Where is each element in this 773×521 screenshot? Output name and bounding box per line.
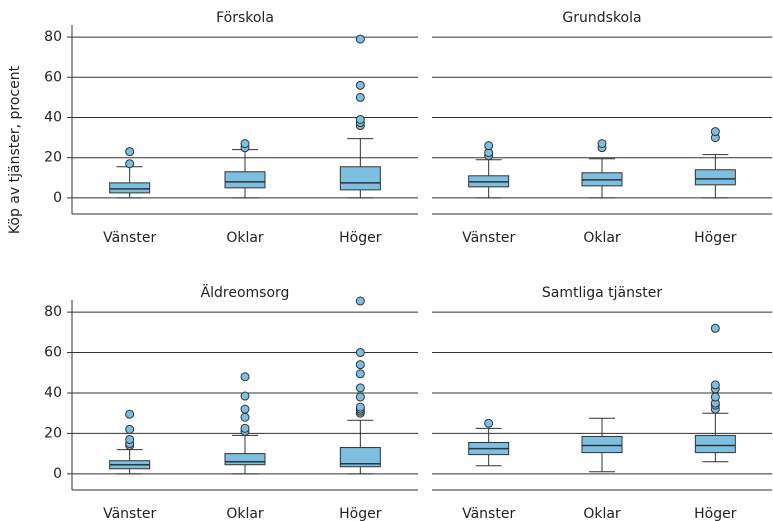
y-tick-label: 60 <box>44 345 62 361</box>
x-tick-label: Höger <box>694 506 737 521</box>
outlier <box>355 392 365 402</box>
outlier <box>240 404 250 414</box>
outlier <box>710 392 720 402</box>
outlier <box>355 80 365 90</box>
panel-title: Äldreomsorg <box>201 283 290 301</box>
outlier <box>710 323 720 333</box>
box <box>581 435 623 454</box>
outlier <box>710 380 720 390</box>
y-tick-label: 40 <box>44 385 62 401</box>
outlier <box>125 434 135 444</box>
y-tick-label: 80 <box>44 29 62 45</box>
y-tick-label: 60 <box>44 69 62 85</box>
outlier <box>125 424 135 434</box>
outlier <box>355 296 365 306</box>
outlier <box>240 391 250 401</box>
outlier <box>125 409 135 419</box>
box <box>694 434 736 454</box>
x-tick-label: Oklar <box>226 230 264 246</box>
x-tick-label: Vänster <box>103 230 156 246</box>
outlier <box>240 372 250 382</box>
outlier <box>355 348 365 358</box>
outlier <box>125 159 135 169</box>
outlier <box>355 369 365 379</box>
box <box>224 453 266 466</box>
panel-title: Förskola <box>216 10 274 26</box>
outlier <box>240 412 250 422</box>
x-tick-label: Oklar <box>583 506 621 521</box>
outlier <box>484 418 494 428</box>
y-axis-title: Köp av tjänster, procent <box>7 65 23 234</box>
outlier <box>355 360 365 370</box>
outlier <box>125 147 135 157</box>
x-tick-label: Höger <box>694 230 737 246</box>
x-tick-label: Höger <box>339 230 382 246</box>
outlier <box>355 115 365 124</box>
panel-title: Grundskola <box>562 10 641 26</box>
x-tick-label: Höger <box>339 506 382 521</box>
x-tick-label: Vänster <box>462 230 515 246</box>
box <box>339 447 381 468</box>
y-tick-label: 0 <box>53 466 62 482</box>
x-tick-label: Vänster <box>462 506 515 521</box>
y-tick-label: 40 <box>44 109 62 125</box>
y-tick-label: 0 <box>53 190 62 206</box>
outlier <box>240 139 250 149</box>
outlier <box>355 92 365 102</box>
box <box>224 171 266 189</box>
outlier <box>355 34 365 44</box>
x-tick-label: Vänster <box>103 506 156 521</box>
outlier <box>355 383 365 393</box>
box <box>109 182 151 194</box>
box <box>339 166 381 191</box>
outlier <box>597 139 607 149</box>
x-tick-label: Oklar <box>226 506 264 521</box>
outlier <box>240 423 250 433</box>
box <box>694 169 736 186</box>
panel-title: Samtliga tjänster <box>542 285 663 301</box>
outlier <box>355 402 365 412</box>
x-tick-label: Oklar <box>583 230 621 246</box>
y-tick-label: 80 <box>44 304 62 320</box>
outlier <box>710 127 720 137</box>
outlier <box>484 141 494 151</box>
y-tick-label: 20 <box>44 425 62 441</box>
y-tick-label: 20 <box>44 150 62 166</box>
